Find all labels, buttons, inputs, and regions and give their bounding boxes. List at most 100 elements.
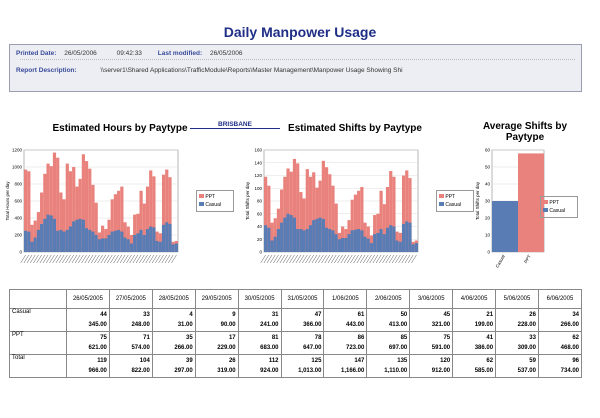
table-cell: 9 90.00 (194, 308, 239, 332)
casual-bar (350, 230, 354, 252)
hours-value: 683.00 (260, 345, 279, 351)
chart-title-shifts: Estimated Shifts by Paytype (288, 123, 422, 134)
ppt-bar (385, 186, 390, 252)
ppt-bar (113, 194, 118, 252)
ppt-bar (264, 176, 268, 252)
ppt-bar (152, 176, 156, 252)
casual-bar (296, 229, 300, 252)
y-tick-label: 20 (485, 216, 491, 221)
x-tick-label (135, 254, 142, 264)
ppt-bar (331, 185, 335, 252)
x-tick-label (286, 254, 292, 264)
table-cell: 26 319.00 (194, 354, 239, 378)
ppt-bar (59, 192, 63, 252)
hours-value: 31.00 (177, 322, 193, 328)
table-cell: 44 345.00 (66, 308, 110, 332)
x-tick-label (388, 254, 395, 264)
x-tick-label (36, 254, 42, 264)
hours-value: 1,110.00 (384, 368, 408, 374)
x-tick-label (295, 254, 302, 264)
shift-count: 75 (443, 335, 451, 341)
ppt-bar (296, 163, 300, 252)
printed-time: 09:42:33 (116, 50, 142, 57)
table-cell: 26 228.00 (495, 308, 539, 332)
casual-bar (149, 226, 153, 252)
casual-bar (133, 235, 137, 252)
x-tick-label (263, 254, 270, 264)
casual-bar (283, 217, 287, 252)
shift-count: 86 (357, 335, 365, 341)
hours-value: 229.00 (217, 345, 236, 351)
casual-bar (46, 214, 50, 252)
table-cell: 31 241.00 (237, 308, 282, 332)
table-cell: 81 683.00 (237, 331, 282, 355)
x-tick-label (23, 254, 30, 264)
table-cell: 125 1,013.00 (280, 354, 325, 378)
info-divider (20, 59, 575, 60)
average-chart: 0 10 20 30 40 50 60 Casual PPT Total Shifts per d… (475, 148, 545, 269)
printed-date: 26/05/2006 (64, 50, 97, 57)
casual-bar (168, 223, 172, 252)
y-tick-label: 50 (485, 165, 491, 170)
report-description-label: Report Description: (16, 67, 77, 74)
hours-value: 723.00 (345, 345, 365, 351)
casual-bar (270, 240, 274, 252)
hours-value: 924.00 (260, 368, 279, 374)
legend-casual-label: Casual (549, 208, 565, 214)
x-tick-label (71, 254, 78, 264)
table-cell: 50 413.00 (366, 308, 411, 332)
casual-bar (347, 234, 351, 252)
x-tick-label (84, 254, 90, 264)
x-tick-label (90, 254, 97, 264)
y-tick-label: 1000 (12, 165, 23, 170)
table-cell: 47 366.00 (280, 308, 325, 332)
x-tick-label (26, 254, 33, 264)
table-cell: 135 1,110.00 (366, 354, 411, 378)
x-tick-label (327, 254, 334, 264)
table-cell: 61 443.00 (323, 308, 368, 332)
casual-bar (161, 224, 166, 252)
ppt-bar (56, 157, 60, 252)
date-header: 27/05/2005 (108, 289, 153, 309)
casual-bar (353, 229, 358, 252)
ppt-bar (318, 180, 322, 252)
x-tick-label (139, 254, 145, 264)
region-label: BRISBANE (218, 121, 252, 128)
y-tick-label: 10 (485, 233, 491, 238)
ppt-bar (65, 163, 69, 252)
shift-count: 35 (186, 335, 193, 341)
ppt-bar (161, 174, 166, 252)
x-tick-label (30, 254, 36, 264)
ppt-bar (110, 199, 114, 252)
hours-value: 443.00 (345, 322, 365, 328)
ppt-bar (94, 202, 98, 252)
shift-count: 9 (232, 312, 236, 318)
ppt-bar (62, 199, 66, 252)
table-cell: 62 468.00 (537, 331, 583, 355)
legend-ppt-swatch (439, 194, 444, 198)
description-row: Report Description: \\server1\Shared App… (16, 67, 403, 74)
table-row-ppt: PPT 75 621.00 71 574.00 35 266.00 17 229.00 … (9, 331, 583, 355)
casual-bar (492, 201, 518, 252)
x-tick-label (350, 254, 356, 264)
casual-bar (302, 230, 306, 252)
y-axis-title: Total Shifts per day (475, 181, 480, 220)
printed-info-row: Printed Date: 26/05/2006 09:42:33 Last m… (16, 50, 243, 57)
shift-count: 33 (143, 312, 150, 318)
ppt-bar (518, 153, 544, 252)
date-header: 29/05/2005 (194, 289, 239, 309)
legend-casual-item: Casual (199, 202, 221, 208)
x-tick-label (62, 254, 68, 264)
x-tick-label (52, 254, 58, 264)
casual-bar (341, 237, 345, 252)
casual-bar (36, 229, 41, 252)
hours-value: 345.00 (88, 322, 107, 328)
legend-casual-label: Casual (205, 202, 221, 208)
casual-bar (24, 230, 28, 252)
table-cell: 34 266.00 (537, 308, 583, 332)
shift-count: 119 (97, 358, 107, 364)
ppt-bar (72, 167, 76, 252)
casual-bar (389, 225, 393, 252)
ppt-bar (382, 204, 386, 252)
table-cell: 41 386.00 (452, 331, 497, 355)
